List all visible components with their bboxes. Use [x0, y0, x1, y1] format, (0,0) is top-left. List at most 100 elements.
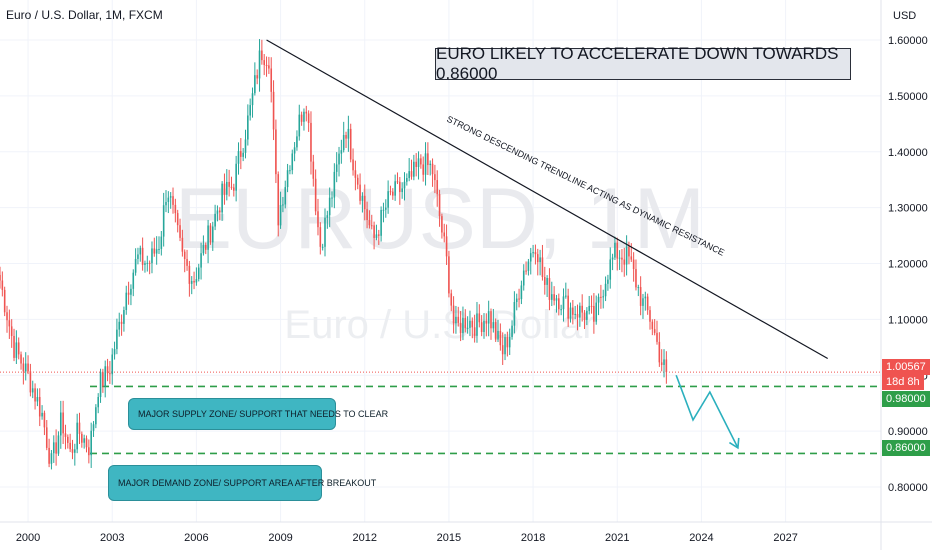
- candle-body: [258, 50, 261, 79]
- candle-body: [614, 242, 616, 258]
- candle-body: [225, 181, 228, 195]
- x-tick-label: 2003: [100, 532, 124, 544]
- candle-body: [190, 280, 193, 284]
- candle-body: [401, 188, 403, 193]
- candle-body: [3, 289, 6, 313]
- candle-body: [120, 321, 123, 324]
- candle-body: [134, 258, 137, 273]
- candle-body: [597, 296, 600, 303]
- level-tag-086: 0.86000: [882, 440, 930, 456]
- candle-body: [335, 164, 338, 172]
- candle-body: [431, 163, 434, 175]
- candle-body: [38, 397, 41, 417]
- candle-body: [289, 170, 291, 172]
- projection-arrowhead: [728, 437, 740, 450]
- candle-body: [200, 253, 202, 268]
- candle-body: [333, 171, 336, 198]
- x-tick-label: 2012: [353, 532, 377, 544]
- candle-body: [99, 372, 102, 397]
- candle-body: [81, 433, 83, 443]
- candle-body: [160, 236, 163, 249]
- x-tick-label: 2009: [268, 532, 292, 544]
- candle-body: [45, 427, 48, 448]
- candle-body: [85, 438, 88, 448]
- candle-body: [520, 285, 523, 300]
- candle-body: [483, 320, 485, 332]
- y-axis-unit: USD: [893, 10, 916, 22]
- candle-body: [62, 412, 64, 434]
- candle-body: [548, 278, 551, 300]
- candle-body: [268, 65, 270, 69]
- candle-body: [338, 153, 340, 165]
- candle-body: [436, 180, 439, 195]
- candle-body: [251, 93, 254, 106]
- candle-body: [490, 311, 492, 329]
- y-tick-label: 1.40000: [888, 147, 928, 159]
- candle-body: [69, 442, 71, 450]
- candle-body: [539, 257, 541, 263]
- candle-body: [639, 287, 642, 306]
- y-tick-label: 1.10000: [888, 314, 928, 326]
- candle-body: [244, 139, 247, 153]
- candle-body: [312, 161, 315, 179]
- candle-body: [279, 204, 282, 226]
- x-tick-label: 2021: [605, 532, 629, 544]
- candle-body: [139, 247, 142, 255]
- candle-body: [249, 105, 251, 116]
- candle-body: [90, 430, 92, 456]
- candle-body: [102, 372, 104, 387]
- candle-body: [10, 326, 13, 336]
- candle-body: [604, 283, 607, 297]
- y-tick-label: 1.50000: [888, 91, 928, 103]
- candle-body: [583, 312, 586, 320]
- candle-body: [326, 215, 329, 218]
- y-tick-label: 0.90000: [888, 426, 928, 438]
- candle-body: [141, 247, 144, 265]
- candle-body: [55, 442, 57, 454]
- candle-body: [352, 159, 354, 171]
- candle-body: [342, 135, 345, 151]
- candle-body: [478, 313, 481, 323]
- candle-body: [71, 449, 74, 453]
- candle-body: [359, 184, 361, 201]
- last-price-tag: 1.00567: [882, 359, 930, 375]
- y-tick-label: 1.30000: [888, 203, 928, 215]
- candle-body: [511, 325, 513, 337]
- candle-body: [663, 359, 665, 365]
- y-tick-label: 0.80000: [888, 482, 928, 494]
- candle-body: [104, 366, 107, 387]
- candle-body: [356, 177, 359, 185]
- candle-body: [637, 287, 640, 289]
- candle-body: [202, 244, 205, 254]
- candle-body: [651, 321, 654, 330]
- candle-body: [616, 242, 619, 259]
- candle-body: [429, 163, 432, 166]
- candle-body: [448, 256, 450, 294]
- candle-body: [368, 220, 371, 226]
- candle-body: [501, 345, 504, 355]
- candle-body: [174, 204, 177, 214]
- candle-body: [207, 225, 209, 250]
- candle-body: [8, 320, 11, 327]
- candle-body: [148, 262, 151, 264]
- candle-body: [574, 313, 576, 315]
- candle-body: [169, 196, 172, 198]
- candle-body: [485, 320, 488, 324]
- candle-body: [392, 191, 394, 196]
- candle-body: [92, 424, 95, 431]
- candle-body: [247, 115, 249, 140]
- candle-body: [569, 307, 572, 319]
- candle-body: [216, 210, 219, 214]
- headline-text: EURO LIKELY TO ACCELERATE DOWN TOWARDS 0…: [436, 44, 839, 83]
- candle-body: [165, 201, 167, 206]
- candle-body: [158, 248, 160, 250]
- candle-body: [221, 183, 223, 213]
- candle-body: [228, 181, 230, 187]
- candle-body: [67, 436, 69, 443]
- candle-body: [13, 335, 15, 358]
- candle-body: [109, 373, 111, 375]
- candle-body: [20, 354, 22, 364]
- candle-body: [218, 210, 221, 213]
- candle-body: [146, 262, 149, 264]
